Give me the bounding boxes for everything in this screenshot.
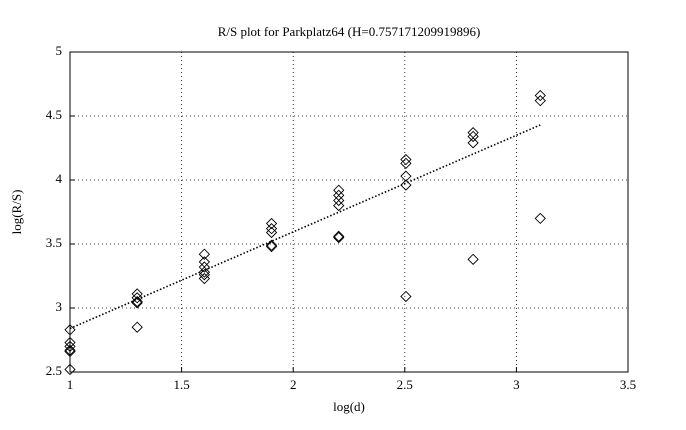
- point: [333, 231, 345, 244]
- y-tick-label: 2.5: [46, 363, 62, 378]
- point: [265, 239, 278, 251]
- y-tick-label: 3: [56, 299, 63, 314]
- point: [198, 266, 211, 278]
- point: [333, 194, 345, 207]
- y-tick-label: 5: [56, 43, 63, 58]
- x-axis-label: log(d): [333, 399, 365, 414]
- point: [265, 223, 278, 235]
- point: [400, 153, 412, 166]
- y-tick-label: 3.5: [46, 235, 62, 250]
- fit-line: [69, 124, 541, 330]
- point: [131, 292, 143, 304]
- chart-title: R/S plot for Parkplatz64 (H=0.7571712099…: [218, 24, 481, 39]
- point: [400, 179, 412, 191]
- plot-area: [64, 89, 546, 376]
- x-tick-label: 1.5: [173, 377, 189, 392]
- x-tick-label: 3: [513, 377, 520, 392]
- x-tick-label: 2.5: [397, 377, 413, 392]
- axes-box: [69, 51, 629, 373]
- point: [198, 272, 211, 285]
- point: [467, 137, 479, 149]
- point: [198, 269, 211, 281]
- point: [265, 217, 278, 230]
- point: [467, 253, 479, 265]
- point: [131, 297, 143, 309]
- point: [265, 240, 278, 253]
- point: [400, 170, 412, 182]
- x-tick-label: 3.5: [620, 377, 636, 392]
- point: [534, 89, 546, 102]
- point: [131, 321, 143, 333]
- y-axis-label: log(R/S): [9, 190, 24, 235]
- point: [265, 226, 278, 239]
- point: [64, 363, 76, 376]
- point: [467, 130, 479, 143]
- point: [400, 290, 412, 303]
- point: [131, 288, 143, 300]
- point: [534, 212, 546, 225]
- point: [131, 295, 143, 308]
- point: [534, 95, 546, 107]
- point: [333, 230, 345, 242]
- point: [198, 248, 211, 260]
- point: [400, 157, 412, 169]
- y-tick-label: 4.5: [46, 107, 62, 122]
- x-tick-label: 1: [67, 377, 74, 392]
- x-tick-label: 2: [290, 377, 297, 392]
- point: [333, 199, 345, 212]
- point: [198, 261, 211, 273]
- y-tick-label: 4: [56, 171, 63, 186]
